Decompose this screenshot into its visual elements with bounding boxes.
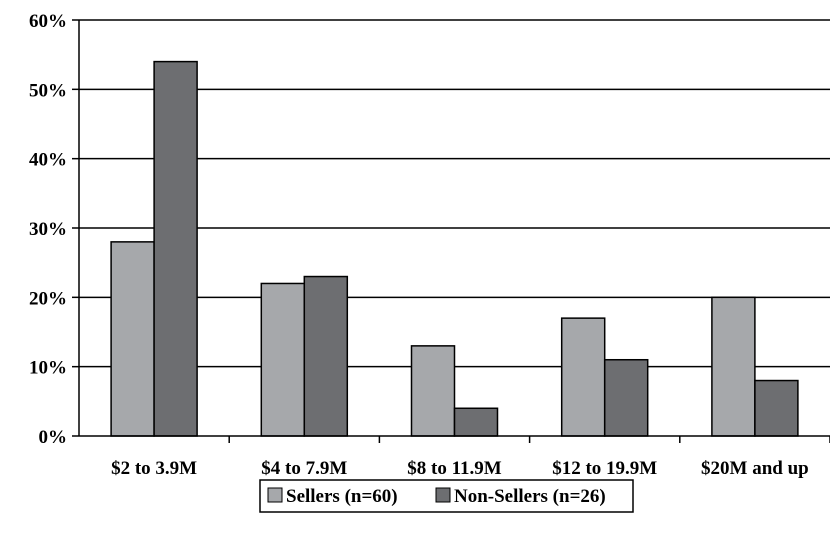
y-tick-label: 30% xyxy=(29,219,67,240)
bar-non-sellers-n-26-4 xyxy=(603,358,649,437)
x-axis-category-labels: $2 to 3.9M $4 to 7.9M $8 to 11.9M $12 to 19… xyxy=(111,436,830,479)
bar-non-sellers-n-26-3 xyxy=(453,407,499,437)
x-category-label: $20M and up xyxy=(701,458,809,479)
x-category-label: $4 to 7.9M xyxy=(261,458,347,479)
bar-non-sellers-n-26-5 xyxy=(754,379,799,437)
legend: Sellers (n=60) Non-Sellers (n=26) xyxy=(259,479,634,513)
bar-sellers-n-60-2 xyxy=(260,282,306,437)
bar-sellers-n-60-3 xyxy=(410,345,456,437)
bar-sellers-n-60-4 xyxy=(560,317,606,437)
x-category-label: $8 to 11.9M xyxy=(407,458,502,479)
legend-swatch-sellers xyxy=(267,487,283,503)
bars xyxy=(110,60,799,437)
y-tick-label: 40% xyxy=(29,150,67,171)
y-axis-tick-labels: 0% 10% 20% 30% 40% 50% 60% xyxy=(29,11,79,448)
legend-swatch-non-sellers xyxy=(435,487,451,503)
y-tick-label: 50% xyxy=(29,80,67,101)
legend-label-sellers: Sellers (n=60) xyxy=(286,486,398,507)
y-tick-label: 10% xyxy=(29,358,67,379)
x-category-label: $2 to 3.9M xyxy=(111,458,197,479)
x-category-label: $12 to 19.9M xyxy=(552,458,657,479)
legend-label-non-sellers: Non-Sellers (n=26) xyxy=(454,486,606,507)
y-tick-label: 20% xyxy=(29,288,67,309)
gridlines xyxy=(79,19,830,368)
bar-sellers-n-60-5 xyxy=(711,296,756,437)
bar-non-sellers-n-26-1 xyxy=(153,60,198,437)
y-tick-label: 0% xyxy=(39,427,68,448)
bar-sellers-n-60-1 xyxy=(110,241,155,437)
y-tick-label: 60% xyxy=(29,11,67,32)
bar-non-sellers-n-26-2 xyxy=(303,275,349,437)
